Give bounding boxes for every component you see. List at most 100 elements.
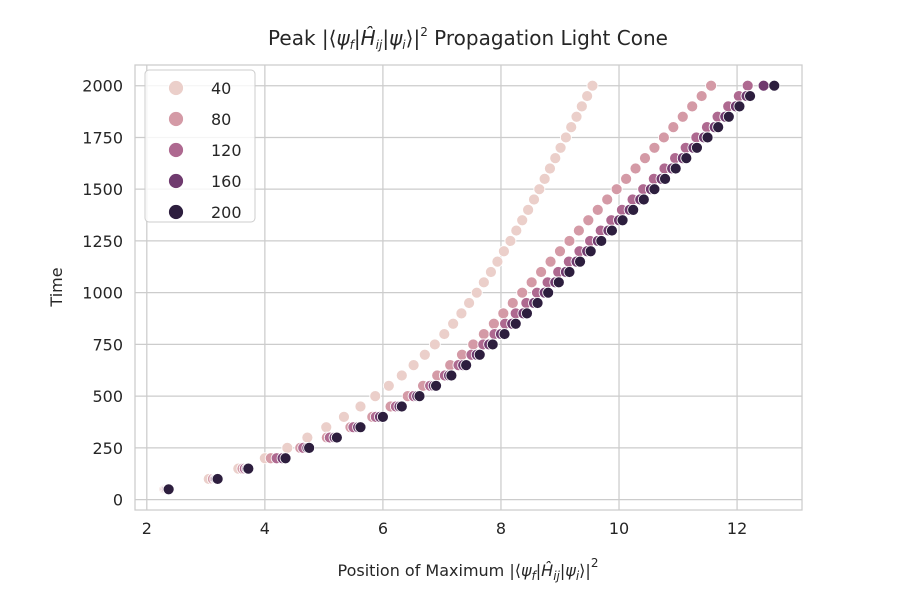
data-point (565, 121, 578, 133)
data-point (455, 307, 468, 320)
data-point (354, 400, 367, 413)
data-point (354, 421, 367, 434)
data-point (470, 286, 483, 299)
data-point (610, 183, 623, 196)
data-point (606, 224, 618, 237)
data-point (485, 266, 497, 278)
y-tick-label: 0 (113, 491, 123, 510)
data-point (768, 79, 781, 92)
data-point (657, 131, 670, 144)
data-point (438, 328, 451, 340)
series-200 (162, 79, 781, 496)
data-point (686, 100, 699, 113)
data-point (211, 473, 224, 485)
data-point (473, 348, 486, 361)
y-tick-label: 1750 (82, 128, 123, 147)
data-point (733, 100, 746, 113)
data-point (544, 162, 556, 175)
data-point (281, 442, 294, 454)
data-point (497, 307, 510, 320)
legend: 40 80 120 160 200 (144, 69, 256, 223)
data-point (407, 359, 420, 372)
data-point (705, 79, 717, 92)
data-point (616, 214, 629, 227)
data-point (533, 183, 546, 196)
data-point (575, 100, 588, 113)
data-point (242, 462, 255, 475)
data-point (528, 193, 540, 206)
chart-title: Peak |⟨ψf|Ĥij|ψi⟩|2 Propagation Light Co… (268, 25, 668, 52)
data-point (506, 297, 519, 309)
y-axis-ticks: 0 250 500 750 1000 1250 1500 1750 2000 (82, 77, 123, 510)
data-point (303, 442, 316, 454)
data-point (722, 110, 735, 123)
data-point (741, 79, 754, 92)
data-points (158, 79, 781, 496)
y-axis-label: Time (47, 267, 66, 307)
data-point (712, 121, 725, 133)
data-point (525, 276, 538, 289)
data-point (648, 183, 661, 196)
data-point (744, 90, 756, 102)
y-tick-label: 1000 (82, 284, 123, 303)
data-point (549, 152, 562, 165)
data-point (460, 359, 473, 372)
y-tick-label: 250 (92, 439, 123, 458)
data-point (413, 390, 426, 403)
data-point (535, 266, 547, 278)
data-point (531, 297, 544, 309)
y-tick-label: 1500 (82, 180, 123, 199)
data-point (301, 431, 314, 444)
data-point (418, 348, 431, 361)
data-point (486, 338, 499, 351)
data-point (627, 203, 640, 216)
legend-label: 160 (211, 172, 242, 191)
data-point (162, 483, 175, 496)
legend-marker (168, 173, 184, 189)
data-point (659, 172, 671, 185)
data-point (639, 152, 651, 165)
legend-label: 80 (211, 110, 231, 129)
data-point (467, 338, 480, 351)
legend-label: 40 (211, 79, 231, 98)
y-tick-label: 1250 (82, 232, 123, 251)
data-point (676, 110, 689, 123)
data-point (279, 452, 292, 465)
data-point (667, 121, 680, 133)
data-point (395, 400, 408, 413)
legend-label: 200 (211, 203, 242, 222)
data-point (544, 255, 557, 268)
data-point (584, 245, 597, 258)
data-point (563, 235, 576, 247)
data-point (445, 369, 458, 382)
data-point (382, 379, 395, 392)
data-point (574, 255, 586, 268)
x-tick-label: 12 (727, 519, 747, 538)
data-point (620, 172, 632, 185)
legend-marker (168, 80, 184, 96)
data-point (516, 214, 529, 227)
legend-marker (168, 111, 184, 127)
data-point (330, 431, 343, 444)
data-point (510, 224, 523, 237)
legend-marker (168, 204, 184, 220)
data-point (428, 338, 441, 351)
data-point (491, 255, 504, 268)
legend-label: 120 (211, 141, 242, 160)
y-tick-label: 2000 (82, 77, 123, 96)
data-point (338, 410, 350, 423)
data-point (582, 214, 595, 227)
data-point (572, 224, 585, 237)
data-point (595, 235, 608, 247)
data-point (757, 79, 770, 92)
data-point (570, 110, 583, 123)
data-point (430, 379, 442, 392)
data-point (637, 193, 650, 206)
data-point (559, 131, 572, 144)
data-point (701, 131, 714, 144)
data-point (538, 172, 551, 185)
y-tick-label: 750 (92, 335, 123, 354)
data-point (522, 203, 535, 216)
data-point (504, 235, 517, 247)
